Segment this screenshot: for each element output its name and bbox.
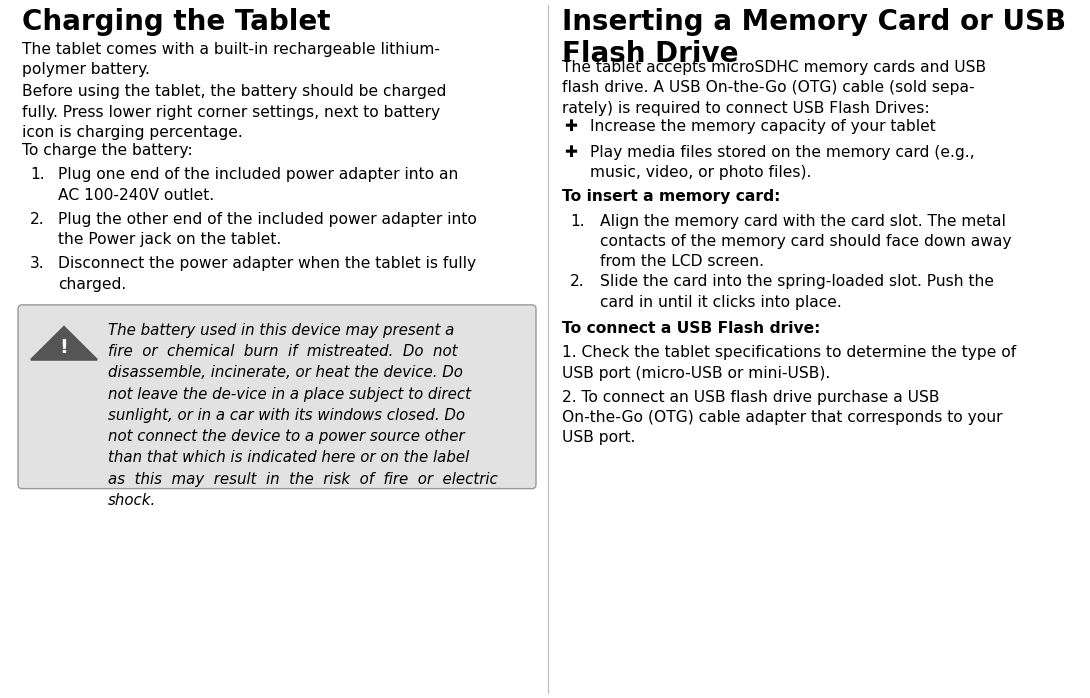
Text: 1. Check the tablet specifications to determine the type of
USB port (micro-USB : 1. Check the tablet specifications to de… (562, 345, 1016, 380)
Text: 1.: 1. (570, 214, 584, 229)
Text: 2.: 2. (31, 212, 45, 227)
Text: 2.: 2. (570, 274, 584, 290)
Text: To insert a memory card:: To insert a memory card: (562, 189, 780, 205)
Text: Disconnect the power adapter when the tablet is fully
charged.: Disconnect the power adapter when the ta… (58, 256, 476, 292)
Text: Slide the card into the spring-loaded slot. Push the
card in until it clicks int: Slide the card into the spring-loaded sl… (600, 274, 994, 310)
Text: The tablet comes with a built-in rechargeable lithium-
polymer battery.: The tablet comes with a built-in recharg… (22, 42, 440, 77)
Polygon shape (31, 327, 97, 359)
Text: Charging the Tablet: Charging the Tablet (22, 8, 330, 36)
Text: The tablet accepts microSDHC memory cards and USB
flash drive. A USB On-the-Go (: The tablet accepts microSDHC memory card… (562, 60, 986, 116)
Text: ✚: ✚ (564, 145, 577, 160)
Text: 2. To connect an USB flash drive purchase a USB
On-the-Go (OTG) cable adapter th: 2. To connect an USB flash drive purchas… (562, 389, 1003, 445)
Text: Before using the tablet, the battery should be charged
fully. Press lower right : Before using the tablet, the battery sho… (22, 84, 447, 140)
FancyBboxPatch shape (19, 305, 536, 489)
Text: Plug one end of the included power adapter into an
AC 100-240V outlet.: Plug one end of the included power adapt… (58, 168, 459, 203)
Text: Increase the memory capacity of your tablet: Increase the memory capacity of your tab… (590, 119, 935, 134)
Text: !: ! (60, 339, 69, 357)
Text: To charge the battery:: To charge the battery: (22, 143, 193, 158)
Text: To connect a USB Flash drive:: To connect a USB Flash drive: (562, 321, 821, 336)
Text: 1.: 1. (31, 168, 45, 182)
Text: Play media files stored on the memory card (e.g.,
music, video, or photo files).: Play media files stored on the memory ca… (590, 145, 974, 180)
Text: Align the memory card with the card slot. The metal
contacts of the memory card : Align the memory card with the card slot… (600, 214, 1012, 269)
Text: ✚: ✚ (564, 119, 577, 134)
Text: 3.: 3. (31, 256, 45, 272)
Text: Inserting a Memory Card or USB
Flash Drive: Inserting a Memory Card or USB Flash Dri… (562, 8, 1066, 68)
Text: Plug the other end of the included power adapter into
the Power jack on the tabl: Plug the other end of the included power… (58, 212, 477, 247)
Text: The battery used in this device may present a
fire  or  chemical  burn  if  mist: The battery used in this device may pres… (108, 323, 498, 508)
